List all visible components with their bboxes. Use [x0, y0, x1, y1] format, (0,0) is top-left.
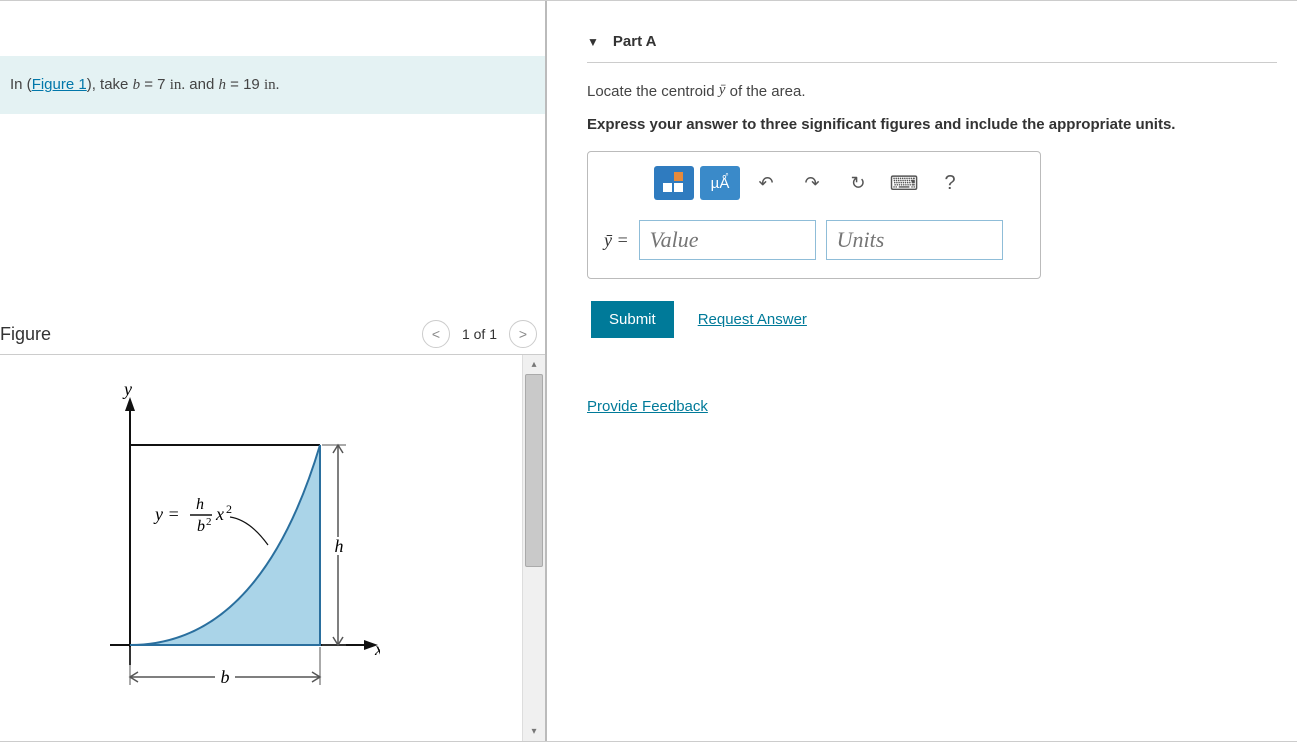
- scroll-up-icon[interactable]: ▴: [531, 355, 536, 374]
- keyboard-button[interactable]: ⌨: [884, 166, 924, 200]
- answer-toolbar: µÅ ° ↶ ↷ ↻ ⌨ ?: [654, 166, 1024, 200]
- text: = 7: [140, 76, 170, 93]
- provide-feedback-link[interactable]: Provide Feedback: [587, 398, 708, 415]
- undo-button[interactable]: ↶: [746, 166, 786, 200]
- scroll-track[interactable]: [523, 374, 545, 722]
- submit-button[interactable]: Submit: [591, 301, 674, 338]
- figure-next-button[interactable]: >: [509, 320, 537, 348]
- svg-text:h: h: [196, 496, 204, 513]
- dim-h: h: [335, 536, 344, 556]
- collapse-icon[interactable]: ▼: [587, 35, 599, 49]
- actions-row: Submit Request Answer: [591, 301, 1277, 338]
- figure-canvas: y x y = h b 2 x 2: [0, 355, 522, 741]
- figure-scrollbar[interactable]: ▴ ▾: [522, 355, 545, 741]
- svg-text:b: b: [197, 518, 205, 535]
- svg-text:x: x: [215, 504, 224, 524]
- instruction-1: Locate the centroid ȳ of the area.: [587, 83, 1277, 101]
- part-header[interactable]: ▼ Part A: [587, 21, 1277, 63]
- scroll-down-icon[interactable]: ▾: [531, 722, 536, 741]
- axis-x-label: x: [374, 639, 380, 659]
- figure-link[interactable]: Figure 1: [32, 76, 87, 93]
- text: = 19: [226, 76, 264, 93]
- svg-text:2: 2: [226, 502, 232, 516]
- var-b: b: [133, 77, 141, 93]
- problem-statement: In (Figure 1), take b = 7 in. and h = 19…: [0, 56, 545, 114]
- answer-lhs: ȳ =: [604, 230, 629, 251]
- request-answer-link[interactable]: Request Answer: [698, 311, 807, 328]
- curve-equation: y =: [153, 504, 180, 524]
- answer-line: ȳ =: [604, 220, 1024, 260]
- units-input[interactable]: [826, 220, 1003, 260]
- var-h: h: [218, 77, 226, 93]
- units-button[interactable]: µÅ °: [700, 166, 740, 200]
- right-pane: ▼ Part A Locate the centroid ȳ of the a…: [547, 1, 1297, 741]
- help-button[interactable]: ?: [930, 166, 970, 200]
- answer-box: µÅ ° ↶ ↷ ↻ ⌨ ? ȳ =: [587, 151, 1041, 279]
- dim-b: b: [221, 667, 230, 687]
- text: ), take: [87, 76, 133, 93]
- left-pane: In (Figure 1), take b = 7 in. and h = 19…: [0, 1, 547, 741]
- unit: in.: [264, 77, 279, 93]
- text: In (: [10, 76, 32, 93]
- axis-y-label: y: [122, 385, 132, 399]
- reset-button[interactable]: ↻: [838, 166, 878, 200]
- part-title: Part A: [613, 33, 657, 50]
- figure-counter: 1 of 1: [462, 326, 497, 342]
- unit: in.: [170, 77, 185, 93]
- instruction-2: Express your answer to three significant…: [587, 116, 1277, 133]
- svg-text:2: 2: [206, 516, 212, 528]
- redo-button[interactable]: ↷: [792, 166, 832, 200]
- value-input[interactable]: [639, 220, 816, 260]
- figure-section: Figure < 1 of 1 >: [0, 314, 545, 741]
- templates-button[interactable]: [654, 166, 694, 200]
- figure-header: Figure < 1 of 1 >: [0, 314, 545, 355]
- figure-title: Figure: [0, 324, 418, 345]
- scroll-thumb[interactable]: [525, 374, 543, 567]
- templates-icon: [662, 172, 686, 194]
- text: and: [185, 76, 218, 93]
- figure-prev-button[interactable]: <: [422, 320, 450, 348]
- figure-svg: y x y = h b 2 x 2: [80, 385, 380, 715]
